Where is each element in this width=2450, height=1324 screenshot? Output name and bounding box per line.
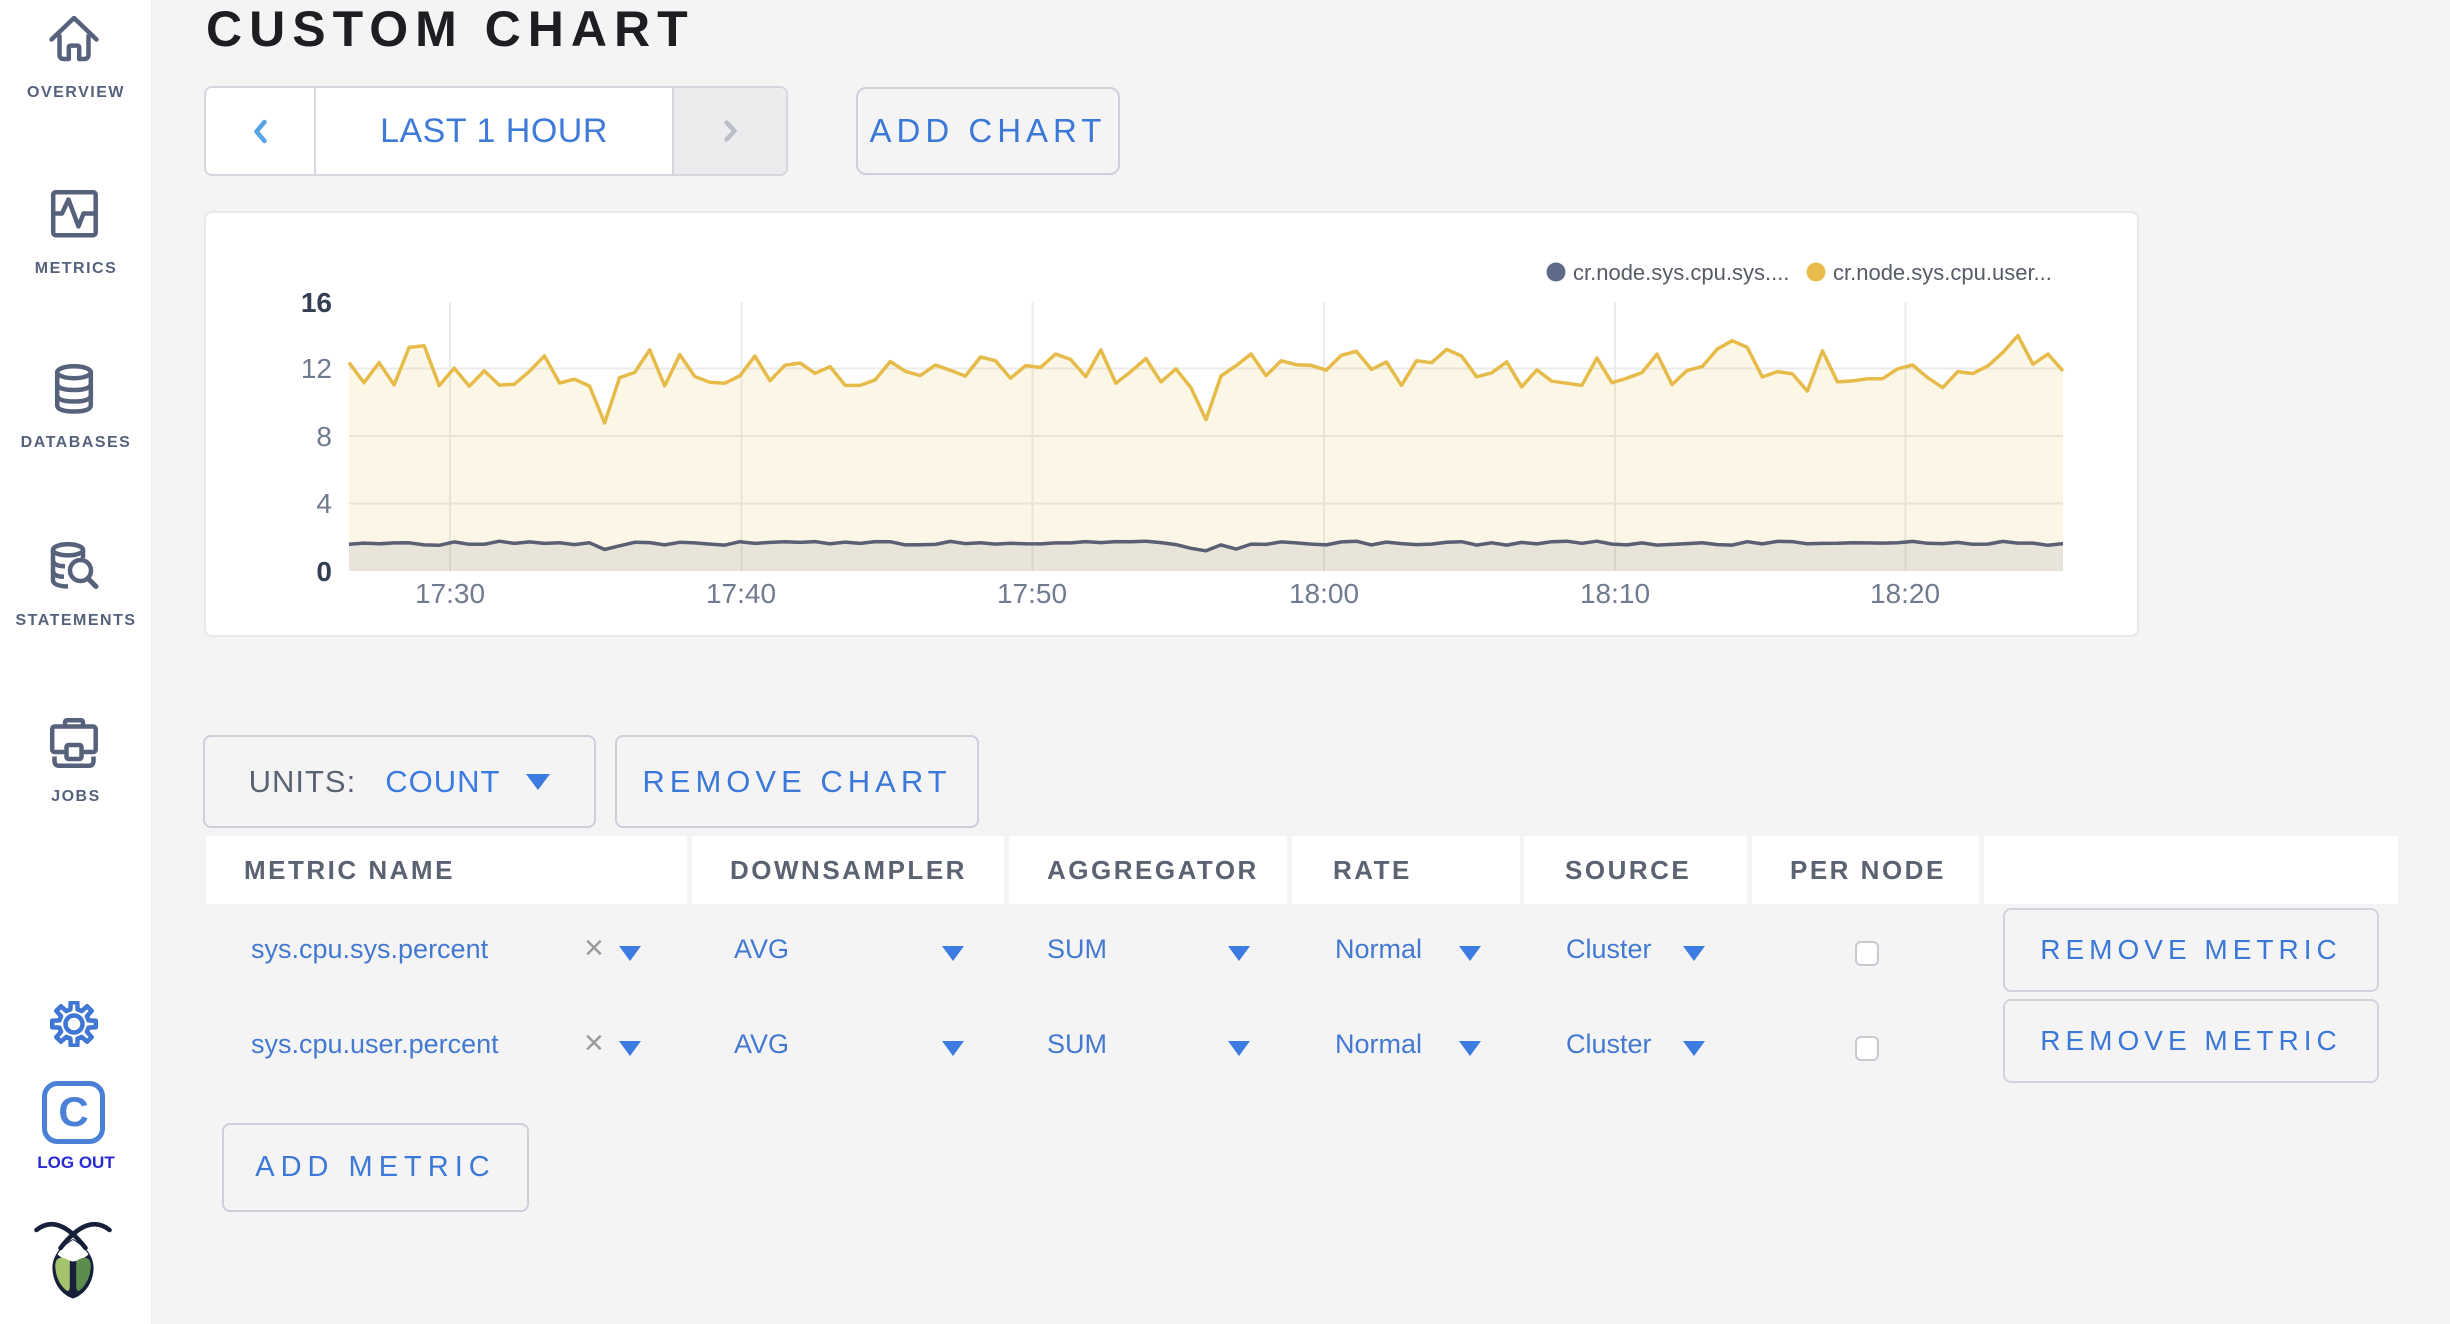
svg-text:C: C	[58, 1088, 88, 1135]
svg-text:12: 12	[301, 353, 332, 384]
svg-text:8: 8	[316, 421, 332, 452]
svg-text:16: 16	[301, 287, 332, 318]
svg-text:17:30: 17:30	[415, 578, 485, 609]
svg-text:0: 0	[316, 556, 332, 587]
svg-text:17:50: 17:50	[997, 578, 1067, 609]
svg-text:18:10: 18:10	[1580, 578, 1650, 609]
svg-text:cr.node.sys.cpu.user...: cr.node.sys.cpu.user...	[1833, 260, 2052, 285]
svg-text:4: 4	[316, 488, 332, 519]
svg-text:18:20: 18:20	[1870, 578, 1940, 609]
svg-text:17:40: 17:40	[706, 578, 776, 609]
svg-text:18:00: 18:00	[1289, 578, 1359, 609]
svg-text:cr.node.sys.cpu.sys....: cr.node.sys.cpu.sys....	[1573, 260, 1789, 285]
